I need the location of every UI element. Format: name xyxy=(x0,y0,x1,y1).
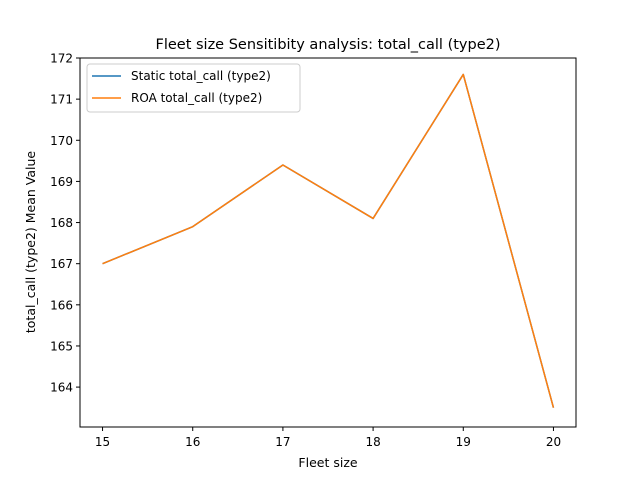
x-tick-label: 19 xyxy=(456,435,471,449)
x-tick-label: 17 xyxy=(275,435,290,449)
series-line-1 xyxy=(102,73,555,408)
y-tick-label: 166 xyxy=(50,298,73,312)
y-tick-label: 167 xyxy=(50,257,73,271)
y-tick-label: 172 xyxy=(50,52,73,66)
y-axis: 164 165 166 167 168 169 170 171 172 xyxy=(50,52,80,395)
y-tick-label: 168 xyxy=(50,216,73,230)
y-tick-label: 164 xyxy=(50,381,73,395)
y-tick-label: 170 xyxy=(50,134,73,148)
series-line-0 xyxy=(102,73,555,408)
x-axis-label: Fleet size xyxy=(298,455,357,470)
plot-area: 15 16 17 18 19 20 164 165 166 167 168 169 170 171 172 xyxy=(50,52,577,449)
legend-box xyxy=(86,63,301,113)
x-tick-label: 20 xyxy=(546,435,561,449)
axes-frame xyxy=(79,57,577,428)
x-tick-label: 16 xyxy=(185,435,200,449)
legend-label-1: ROA total_call (type2) xyxy=(131,91,262,105)
series-lines xyxy=(102,73,555,408)
y-tick-label: 171 xyxy=(50,93,73,107)
chart-title: Fleet size Sensitibity analysis: total_c… xyxy=(155,37,500,53)
x-tick-label: 15 xyxy=(95,435,110,449)
legend: Static total_call (type2) ROA total_call … xyxy=(86,63,301,113)
y-axis-label: total_call (type2) Mean Value xyxy=(23,151,38,334)
y-tick-label: 169 xyxy=(50,175,73,189)
x-tick-label: 18 xyxy=(365,435,380,449)
legend-label-0: Static total_call (type2) xyxy=(131,69,271,83)
x-axis: 15 16 17 18 19 20 xyxy=(95,427,561,449)
y-tick-label: 165 xyxy=(50,339,73,353)
